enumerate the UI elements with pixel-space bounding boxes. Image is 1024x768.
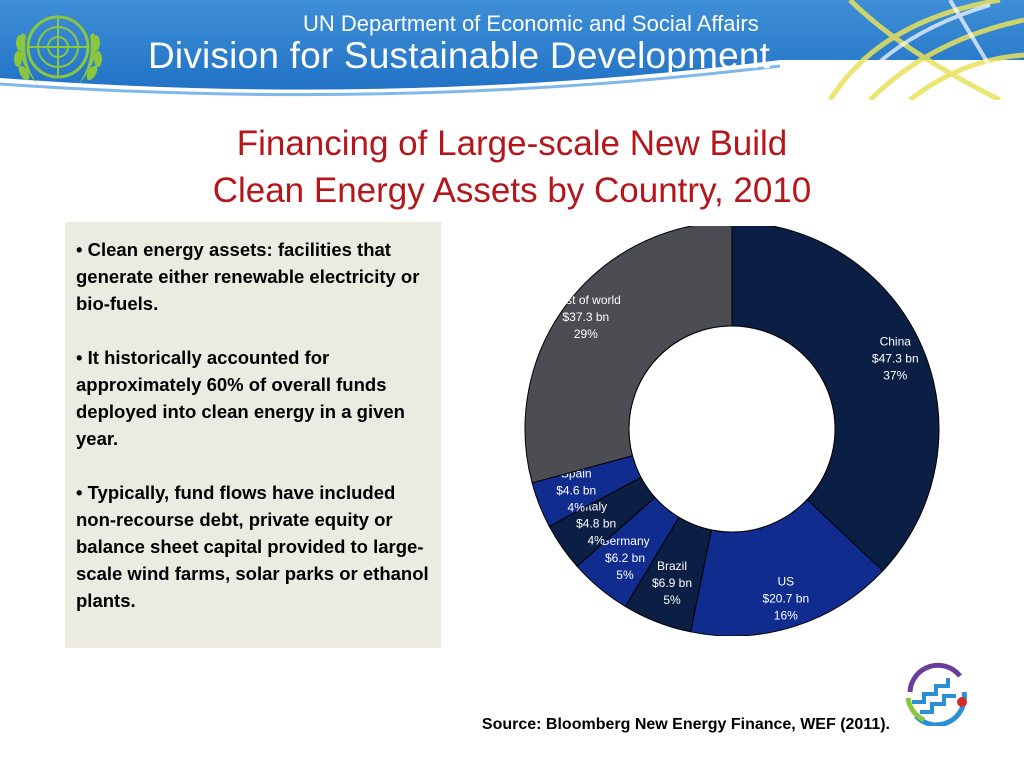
- bullet-text: Typically, fund flows have included non-…: [76, 482, 429, 611]
- slice-percent-label: 4%: [587, 533, 605, 547]
- bullet-text: Clean energy assets: facilities that gen…: [76, 239, 420, 314]
- slice-value-label: $20.7 bn: [762, 592, 809, 606]
- source-citation: Source: Bloomberg New Energy Finance, WE…: [481, 716, 890, 733]
- slice-value-label: $4.8 bn: [576, 516, 616, 530]
- slide-title-line1: Financing of Large-scale New Build: [236, 124, 788, 163]
- slice-category-label: Germany: [600, 534, 649, 548]
- header-banner: UN Department of Economic and Social Aff…: [0, 0, 1024, 100]
- slice-percent-label: 16%: [774, 609, 798, 623]
- donut-chart: China $47.3 bn 37% US $20.7 bn 16% Brazil $6.9 …: [524, 226, 940, 636]
- bullet-item: • Typically, fund flows have included no…: [76, 482, 429, 611]
- banner-curve-decoration: [0, 0, 1024, 100]
- slice-percent-label: 29%: [574, 327, 598, 341]
- slice-value-label: $6.2 bn: [605, 551, 645, 565]
- slice-percent-label: 5%: [616, 568, 634, 582]
- dsd-logo-icon: [905, 662, 967, 726]
- bullet-text: It historically accounted for approximat…: [76, 347, 405, 449]
- slice-value-label: $6.9 bn: [652, 576, 692, 590]
- donut-hole: [628, 325, 836, 533]
- globe-lines-decoration: [827, 0, 1024, 100]
- slice-category-label: Rest of world: [551, 293, 621, 307]
- division-name: Division for Sustainable Development: [148, 35, 771, 76]
- bullet-text-box: • Clean energy assets: facilities that g…: [65, 222, 441, 648]
- slice-value-label: $4.6 bn: [556, 484, 596, 498]
- un-emblem-icon: [14, 15, 102, 85]
- slide-title: Financing of Large-scale New Build Clean…: [0, 120, 1024, 214]
- slice-percent-label: 37%: [883, 368, 907, 382]
- slide-title-line2: Clean Energy Assets by Country, 2010: [212, 171, 812, 210]
- slice-value-label: $37.3 bn: [562, 310, 609, 324]
- slice-category-label: US: [777, 575, 794, 589]
- bullet-item: • It historically accounted for approxim…: [76, 347, 405, 449]
- bullet-item: • Clean energy assets: facilities that g…: [76, 239, 420, 314]
- slice-percent-label: 4%: [568, 501, 586, 515]
- department-name: UN Department of Economic and Social Aff…: [303, 11, 759, 36]
- slice-category-label: Brazil: [657, 559, 687, 573]
- slice-category-label: China: [880, 334, 912, 348]
- slice-percent-label: 5%: [663, 593, 681, 607]
- slice-value-label: $47.3 bn: [872, 351, 919, 365]
